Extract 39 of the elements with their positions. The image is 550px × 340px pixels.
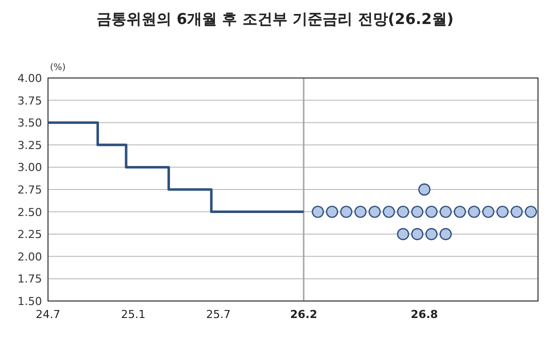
- y-tick-label: 2.75: [18, 184, 42, 196]
- y-tick-label: 1.75: [18, 272, 42, 286]
- point: [524, 206, 537, 218]
- y-tick-label: 3.25: [18, 138, 42, 152]
- y-tick-label: 3.75: [18, 94, 42, 108]
- point: [454, 206, 466, 218]
- point: [411, 206, 424, 218]
- point: [425, 228, 438, 240]
- x-tick-label: 25.1: [120, 308, 146, 321]
- y-tick-label: 2.25: [18, 228, 42, 242]
- y-tick-label: 4.00: [18, 72, 42, 85]
- point: [440, 206, 452, 218]
- point: [510, 206, 523, 218]
- point: [440, 228, 452, 240]
- point: [496, 206, 509, 218]
- x-tick-label: 26.8: [410, 308, 438, 321]
- chart-title: 금통위원의 6개월 후 조건부 기준금리 전망(26.2월): [96, 10, 454, 28]
- point: [312, 206, 324, 218]
- y-tick-label: 2.50: [18, 206, 42, 219]
- y-axis-title: (%): [50, 63, 66, 73]
- point: [340, 206, 352, 218]
- point: [382, 206, 395, 218]
- y-tick-label: 1.50: [18, 295, 42, 308]
- y-tick-label: 2.00: [18, 250, 42, 264]
- point: [411, 228, 424, 240]
- point: [396, 228, 410, 240]
- point: [368, 206, 381, 218]
- point: [482, 206, 494, 218]
- point: [354, 206, 367, 218]
- x-tick-label: 26.2: [290, 308, 318, 321]
- point: [396, 206, 410, 218]
- point: [326, 206, 338, 218]
- point: [468, 206, 480, 218]
- x-tick-label: 24.7: [36, 308, 60, 321]
- x-tick-label: 25.7: [206, 308, 231, 321]
- y-tick-label: 3.50: [18, 116, 42, 130]
- y-tick-label: 3.00: [18, 161, 42, 174]
- point: [425, 206, 438, 218]
- point: [418, 183, 430, 196]
